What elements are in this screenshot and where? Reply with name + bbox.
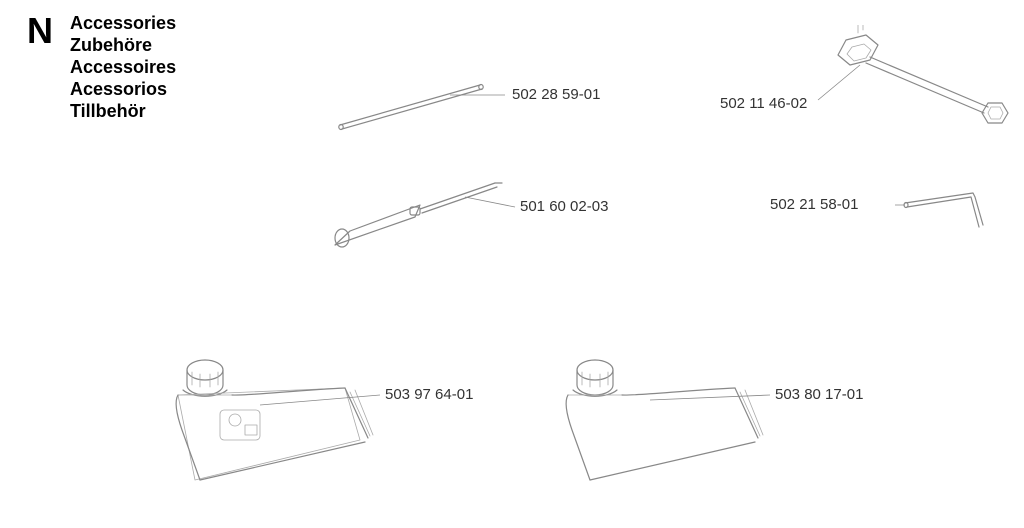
part-screwdriver-drawing <box>320 165 530 265</box>
section-letter: N <box>27 10 53 52</box>
part-tube-right-drawing <box>540 340 780 510</box>
part-tube-left-label: 503 97 64-01 <box>385 386 473 403</box>
part-tube-right-label: 503 80 17-01 <box>775 386 863 403</box>
part-screwdriver-label: 501 60 02-03 <box>520 198 608 215</box>
title-fr: Accessoires <box>70 56 176 78</box>
part-tube-left-drawing <box>150 340 390 510</box>
title-en: Accessories <box>70 12 176 34</box>
part-rod-label: 502 28 59-01 <box>512 86 600 103</box>
title-sv: Tillbehör <box>70 100 176 122</box>
part-hexkey-drawing <box>895 185 1005 245</box>
part-wrench-label: 502 11 46-02 <box>720 95 807 112</box>
title-de: Zubehöre <box>70 34 176 56</box>
part-rod-drawing <box>320 65 520 145</box>
part-hexkey-label: 502 21 58-01 <box>770 196 858 213</box>
title-pt: Acessorios <box>70 78 176 100</box>
part-wrench-drawing <box>810 25 1020 145</box>
section-titles: Accessories Zubehöre Accessoires Acessor… <box>70 12 176 122</box>
